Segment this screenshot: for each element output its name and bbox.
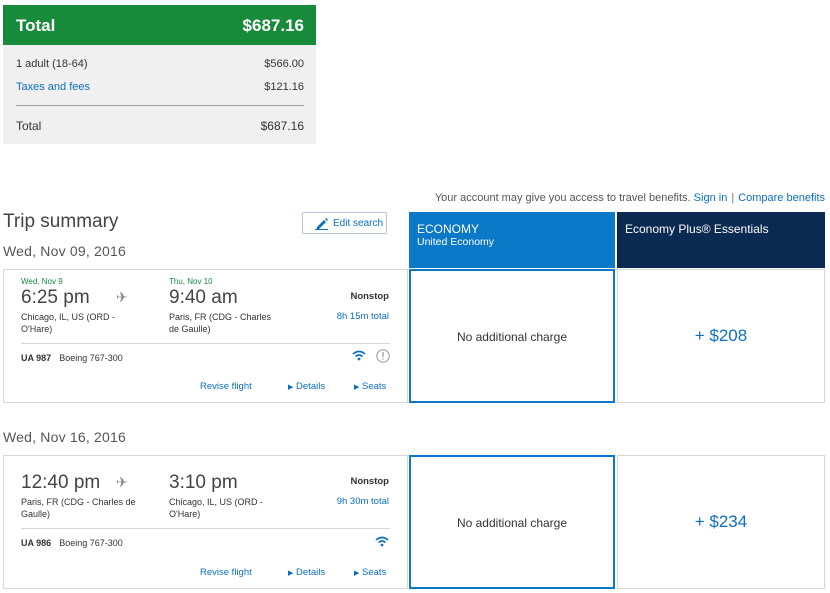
arrival-time: 3:10 pm [169, 472, 238, 493]
arrival-city: Chicago, IL, US (ORD - O'Hare) [169, 497, 264, 519]
caret-right-icon: ▶ [288, 570, 294, 577]
stops-label: Nonstop [350, 476, 389, 487]
departure-date-label: Wed, Nov 9 [21, 277, 63, 286]
economy-plus-price: + $234 [694, 512, 748, 531]
flight-info: UA 987 Boeing 767-300 [21, 353, 123, 363]
revise-flight-link[interactable]: Revise flight [200, 381, 252, 392]
total-value: $687.16 [260, 119, 304, 133]
departure-time: 6:25 pm [21, 287, 90, 308]
pencil-icon [315, 218, 328, 230]
economy-fare-cell[interactable]: No additional charge [409, 455, 615, 589]
outbound-date: Wed, Nov 09, 2016 [3, 243, 126, 259]
details-label: Details [296, 567, 326, 578]
total-header-value: $687.16 [242, 16, 304, 35]
price-row-adult: 1 adult (18-64) $566.00 [16, 58, 304, 70]
arrival-city: Paris, FR (CDG - Charles de Gaulle) [169, 312, 272, 334]
edit-search-label: Edit search [333, 218, 384, 229]
sign-in-link[interactable]: Sign in [693, 192, 728, 204]
notice-separator: | [731, 192, 735, 204]
caret-right-icon: ▶ [288, 384, 294, 391]
edit-search-button[interactable]: Edit search [302, 212, 387, 234]
price-summary: Total $687.16 1 adult (18-64) $566.00 Ta… [3, 5, 316, 144]
economy-price: No additional charge [456, 330, 568, 344]
economy-plus-fare-cell[interactable]: + $234 [617, 455, 825, 589]
wifi-icon [375, 536, 389, 547]
economy-fare-cell[interactable]: No additional charge [409, 269, 615, 403]
aircraft-type: Boeing 767-300 [59, 538, 123, 548]
caret-right-icon: ▶ [354, 384, 360, 391]
price-row-taxes: Taxes and fees $121.16 [16, 81, 304, 93]
flight-number: UA 986 [21, 538, 52, 548]
economy-price: No additional charge [456, 516, 568, 530]
economy-subtitle: United Economy [417, 236, 495, 248]
airplane-icon: ✈ [116, 289, 128, 305]
return-date: Wed, Nov 16, 2016 [3, 429, 126, 445]
economy-title: ECONOMY [417, 222, 480, 236]
aircraft-type: Boeing 767-300 [59, 353, 123, 363]
warning-info-icon[interactable] [376, 349, 390, 363]
price-row-total: Total $687.16 [16, 119, 304, 133]
price-row-value: $566.00 [264, 58, 304, 70]
arrival-time: 9:40 am [169, 287, 238, 308]
caret-right-icon: ▶ [354, 570, 360, 577]
details-label: Details [296, 381, 326, 392]
benefits-notice: Your account may give you access to trav… [435, 192, 825, 204]
divider [21, 343, 390, 344]
departure-city: Paris, FR (CDG - Charles de Gaulle) [21, 497, 136, 519]
total-header-label: Total [16, 16, 56, 35]
seats-label: Seats [362, 381, 387, 392]
compare-benefits-link[interactable]: Compare benefits [738, 192, 825, 204]
flight-info: UA 986 Boeing 767-300 [21, 538, 123, 548]
stops-label: Nonstop [350, 291, 389, 302]
details-link[interactable]: ▶ Details [288, 567, 325, 578]
revise-flight-link[interactable]: Revise flight [200, 567, 252, 578]
flight-number: UA 987 [21, 353, 52, 363]
flight-card-return: 12:40 pm ✈ 3:10 pm Nonstop Paris, FR (CD… [3, 455, 408, 589]
price-row-label: 1 adult (18-64) [16, 58, 88, 70]
arrival-date-label: Thu, Nov 10 [169, 277, 213, 286]
notice-text: Your account may give you access to trav… [434, 192, 691, 204]
departure-city: Chicago, IL, US (ORD - O'Hare) [21, 312, 116, 334]
economy-plus-fare-header[interactable]: Economy Plus® Essentials [617, 212, 825, 268]
details-link[interactable]: ▶ Details [288, 381, 325, 392]
seats-link[interactable]: ▶ Seats [354, 567, 386, 578]
economy-plus-price: + $208 [694, 326, 748, 345]
trip-summary-title: Trip summary [3, 211, 119, 232]
seats-link[interactable]: ▶ Seats [354, 381, 386, 392]
taxes-and-fees-link[interactable]: Taxes and fees [16, 81, 90, 93]
airplane-icon: ✈ [116, 474, 128, 490]
economy-plus-fare-cell[interactable]: + $208 [617, 269, 825, 403]
duration-label: 9h 30m total [336, 496, 389, 507]
divider [21, 528, 390, 529]
price-header: Total $687.16 [3, 5, 316, 45]
wifi-icon [352, 350, 366, 361]
total-label: Total [16, 119, 42, 133]
duration-label: 8h 15m total [336, 311, 389, 322]
flight-card-outbound: Wed, Nov 9 Thu, Nov 10 6:25 pm ✈ 9:40 am… [3, 269, 408, 403]
economy-plus-title: Economy Plus® Essentials [625, 222, 769, 236]
economy-fare-header[interactable]: ECONOMY United Economy [409, 212, 615, 268]
departure-time: 12:40 pm [21, 472, 101, 493]
price-row-value: $121.16 [264, 81, 304, 93]
divider [16, 105, 304, 106]
seats-label: Seats [362, 567, 387, 578]
